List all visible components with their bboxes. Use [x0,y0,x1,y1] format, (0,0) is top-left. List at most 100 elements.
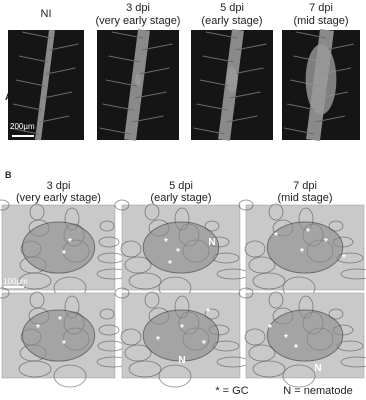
root-hair [105,79,137,87]
root-hair [196,103,228,111]
root-hair [40,115,70,123]
root-hair [135,91,167,99]
root-hair [235,43,267,51]
scale-bar-label: 100µm [3,277,28,286]
root-hair [43,91,73,99]
cell [268,291,284,309]
cell [158,364,192,388]
cell [124,344,152,362]
root-hair [232,67,264,75]
gall-region [266,221,344,274]
column-title: 7 dpi [293,180,317,192]
gall-region [142,221,220,274]
root-hair [111,31,144,39]
gall-region [21,221,96,274]
annotation: * [58,315,62,326]
legend-nematode: N = nematode [283,385,352,397]
cell [144,203,160,221]
annotation: * [294,343,298,354]
cell [252,272,286,290]
annotation: * [342,253,346,264]
cell [204,220,220,232]
column-title: 7 dpi [309,2,333,14]
cell [340,268,366,280]
cell [114,287,130,299]
root-hair [193,127,225,135]
annotation: * [36,323,40,334]
root-hair [202,55,235,63]
column-title: 3 dpi [47,180,71,192]
cell [144,291,160,309]
gall [135,73,141,86]
cell [248,256,276,274]
annotation: * [324,237,328,248]
column-title: 3 dpi [126,2,150,14]
cell [29,291,45,309]
annotation: * [300,247,304,258]
annotation: * [274,231,278,242]
column-subtitle: (early stage) [150,192,211,204]
cell [0,199,10,211]
root-hair [229,91,261,99]
column-title: 5 dpi [169,180,193,192]
root-hair [108,55,141,63]
root-hair [9,127,39,135]
cell [340,356,366,368]
column-subtitle: (very early stage) [16,192,101,204]
gall-region [266,309,344,362]
cell [99,220,115,232]
cell [248,344,276,362]
column-subtitle: (mid stage) [293,15,348,27]
cell [268,203,284,221]
cell [98,324,120,336]
cell [204,308,220,320]
cell [124,256,152,274]
annotation: * [62,339,66,350]
annotation: * [68,237,72,248]
root-hair [18,55,49,63]
gall [305,44,337,115]
cell [53,364,87,388]
cell [120,240,142,258]
column-subtitle: (early stage) [201,15,262,27]
cell [120,328,142,346]
annotation: * [202,339,206,350]
annotation: * [164,237,168,248]
column-subtitle: (very early stage) [96,15,181,27]
cell [29,203,45,221]
root-hair [324,43,355,51]
cell [99,308,115,320]
gall-region [21,309,96,362]
cell [238,287,254,299]
annotation: * [168,259,172,270]
annotation: * [176,247,180,258]
root-hair [22,31,52,39]
cell [128,272,162,290]
root-hair [49,43,79,51]
cell [328,220,344,232]
gall-region [142,309,220,362]
cell [128,360,162,378]
root-hair [99,127,131,135]
cell [238,199,254,211]
annotation: * [284,333,288,344]
cell [244,328,266,346]
column-subtitle: (mid stage) [277,192,332,204]
cell [328,308,344,320]
root-hair [205,31,238,39]
root-hair [226,115,258,123]
root-hair [315,115,346,123]
root-hair [46,67,76,75]
cell [114,199,130,211]
cell [244,240,266,258]
annotation: N [314,363,321,374]
scale-bar-label: 200µm [10,122,35,131]
annotation: * [306,227,310,238]
root-hair [199,79,231,87]
column-title: 5 dpi [220,2,244,14]
root-hair [132,115,164,123]
cell [282,364,316,388]
root-hair [287,103,317,111]
legend-gc: * = GC [215,385,248,397]
